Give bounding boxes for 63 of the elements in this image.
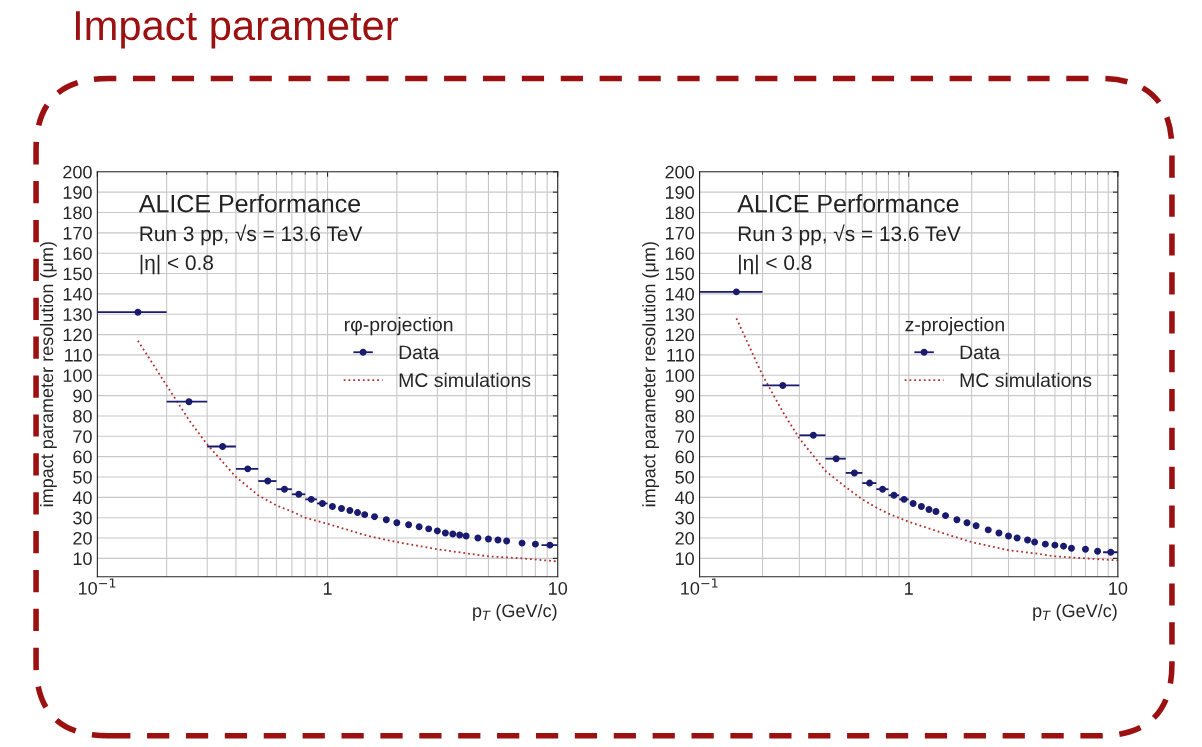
y-tick-label: 70 xyxy=(73,430,92,444)
y-axis-title: impact parameter resolution (μm) xyxy=(642,242,660,507)
y-tick-label: 110 xyxy=(65,348,92,362)
y-tick-label: 70 xyxy=(675,430,694,444)
annotation: Run 3 pp, √s = 13.6 TeV xyxy=(140,224,363,246)
y-tick-label: 160 xyxy=(63,247,92,260)
y-tick-label: 100 xyxy=(665,369,694,382)
y-tick-label: 40 xyxy=(72,491,92,505)
y-axis-title: impact parameter resolution (μm) xyxy=(39,242,57,507)
x-tick-label: 10$^{−1}$ xyxy=(681,578,718,595)
legend-title: z-projection xyxy=(905,317,1004,336)
x-tick-label: 10 xyxy=(549,582,568,595)
y-tick-label: 170 xyxy=(665,226,694,240)
y-tick-label: 140 xyxy=(63,287,92,301)
y-tick-label: 10 xyxy=(73,552,92,566)
y-tick-label: 190 xyxy=(63,186,92,199)
x-tick-label: 10$^{−1}$ xyxy=(78,578,116,595)
y-tick-label: 200 xyxy=(63,165,92,179)
y-tick-label: 30 xyxy=(675,511,694,525)
y-tick-label: 200 xyxy=(665,165,694,179)
y-tick-label: 170 xyxy=(63,226,92,240)
legend-label: MC simulations xyxy=(399,372,531,388)
annotation: ALICE Performance xyxy=(138,194,360,213)
y-tick-label: 90 xyxy=(73,389,92,403)
y-tick-label: 80 xyxy=(675,409,694,423)
y-tick-label: 50 xyxy=(73,470,92,484)
y-tick-label: 150 xyxy=(665,267,694,281)
y-tick-label: 120 xyxy=(665,328,694,342)
y-tick-label: 90 xyxy=(675,389,694,403)
y-tick-label: 80 xyxy=(73,409,92,423)
y-tick-label: 100 xyxy=(63,369,92,382)
y-tick-label: 130 xyxy=(63,308,92,321)
legend-label: Data xyxy=(960,345,1001,360)
y-tick-label: 60 xyxy=(73,450,92,464)
legend-label: Data xyxy=(399,345,440,360)
y-tick-label: 110 xyxy=(667,348,694,362)
y-tick-label: 160 xyxy=(665,247,694,260)
annotation: Run 3 pp, √s = 13.6 TeV xyxy=(738,224,961,246)
x-tick-label: 1 xyxy=(323,582,332,595)
annotation: |η| < 0.8 xyxy=(140,254,213,275)
annotation: ALICE Performance xyxy=(737,194,959,213)
y-tick-label: 150 xyxy=(63,267,92,281)
x-tick-label: 10 xyxy=(1109,582,1128,595)
y-tick-label: 180 xyxy=(63,206,92,220)
y-tick-label: 20 xyxy=(73,531,92,545)
y-tick-label: 30 xyxy=(73,511,92,525)
y-tick-label: 120 xyxy=(63,328,92,342)
legend-title: rφ-projection xyxy=(344,317,453,336)
y-tick-label: 180 xyxy=(665,206,694,220)
chart-title: Impact parameter xyxy=(75,11,398,49)
x-axis-title: p$_{T}$ (GeV/c) xyxy=(473,603,557,621)
legend-label: MC simulations xyxy=(960,372,1092,388)
y-tick-label: 130 xyxy=(665,308,694,321)
y-tick-label: 190 xyxy=(665,186,694,199)
y-tick-label: 50 xyxy=(675,470,694,484)
y-tick-label: 10 xyxy=(676,552,694,566)
y-tick-label: 140 xyxy=(665,287,694,301)
y-tick-label: 40 xyxy=(675,491,694,505)
y-tick-label: 20 xyxy=(675,531,694,545)
y-tick-label: 60 xyxy=(675,450,694,464)
x-axis-title: p$_{T}$ (GeV/c) xyxy=(1033,603,1117,621)
annotation: |η| < 0.8 xyxy=(739,254,812,275)
x-tick-label: 1 xyxy=(905,582,913,595)
